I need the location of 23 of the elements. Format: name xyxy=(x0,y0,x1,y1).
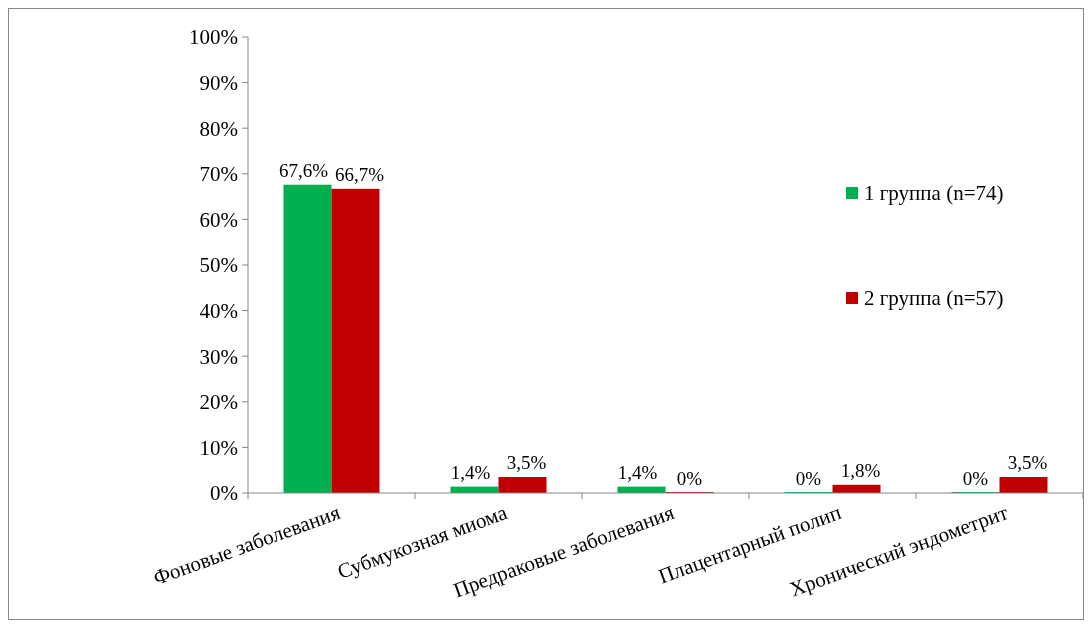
y-tick-label: 70% xyxy=(199,162,238,187)
y-tick-label: 50% xyxy=(199,253,238,278)
y-tick-label: 80% xyxy=(199,116,238,141)
y-tick-label: 30% xyxy=(199,344,238,369)
y-tick-label: 40% xyxy=(199,298,238,323)
data-label: 0% xyxy=(676,468,703,489)
legend-label: 1 группа (n=74) xyxy=(864,181,1004,206)
y-tick-label: 0% xyxy=(210,481,238,506)
data-label: 1,4% xyxy=(617,461,658,483)
data-label: 0% xyxy=(962,468,989,489)
y-tick-label: 20% xyxy=(199,390,238,415)
data-label: 3,5% xyxy=(506,452,547,474)
data-label: 1,8% xyxy=(840,459,881,481)
data-label: 1,4% xyxy=(450,461,491,483)
data-label: 67,6% xyxy=(278,159,329,181)
y-tick-label: 10% xyxy=(199,435,238,460)
data-label: 0% xyxy=(795,468,822,489)
legend-label: 2 группа (n=57) xyxy=(864,286,1004,311)
data-label: 3,5% xyxy=(1007,452,1048,474)
data-label: 66,7% xyxy=(334,163,385,185)
y-tick-label: 100% xyxy=(189,25,238,50)
y-tick-label: 90% xyxy=(199,70,238,95)
y-tick-label: 60% xyxy=(199,207,238,232)
